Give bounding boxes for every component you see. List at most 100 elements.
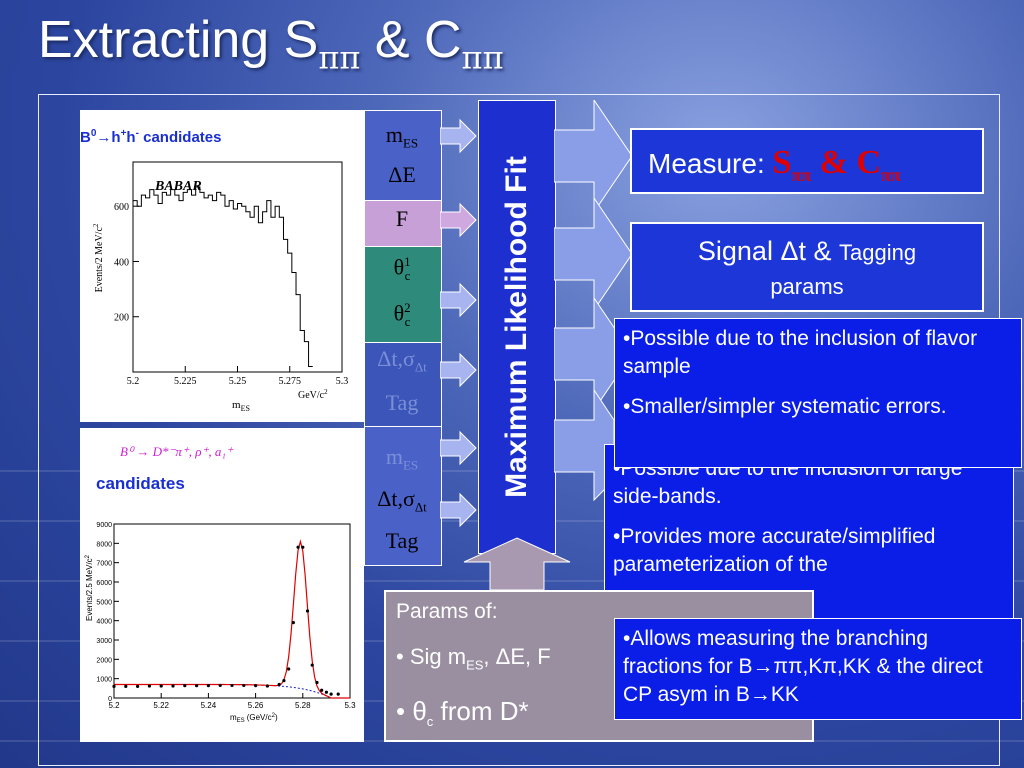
data-point xyxy=(230,683,234,688)
data-point xyxy=(315,680,319,685)
x-axis-label: mES (GeV/c2) xyxy=(230,713,278,724)
arrow-out-1 xyxy=(554,100,633,214)
note-flavor-2: •Smaller/simpler systematic errors. xyxy=(623,395,947,418)
signal-line1: Signal Δt & Tagging xyxy=(697,236,917,266)
var-theta1: θ1c xyxy=(393,254,411,283)
x-tick-label: 5.26 xyxy=(248,701,264,710)
data-point xyxy=(282,679,286,683)
x-tick-label: 5.25 xyxy=(229,376,247,387)
data-point xyxy=(254,684,258,688)
x-axis-unit-sup: 2 xyxy=(324,388,328,396)
x-tick-label: 5.2 xyxy=(127,376,140,387)
note-branching-text: •Allows measuring the branching fraction… xyxy=(623,627,983,706)
data-point xyxy=(336,692,340,696)
y-tick-label: 600 xyxy=(114,202,129,213)
x-axis-label-sub: ES xyxy=(237,718,245,724)
data-point xyxy=(136,684,140,688)
data-point xyxy=(291,621,295,625)
x-tick-label: 5.3 xyxy=(336,376,349,387)
x-axis-unit-sup: 2 xyxy=(272,713,276,719)
data-point xyxy=(159,684,163,688)
arrow-out-2 xyxy=(554,196,633,312)
note-flavor: •Possible due to the inclusion of flavor… xyxy=(614,318,1022,468)
var-theta2: θ2c xyxy=(393,300,411,329)
y-tick-label: 2000 xyxy=(96,657,112,664)
y-axis-label-sup: 2 xyxy=(92,223,100,227)
bottom-plot-panel: B⁰ → D*⁻π⁺, ρ⁺, a₁⁺ candidates 5.2 5.22 5.… xyxy=(80,428,364,742)
params-up-arrow xyxy=(463,537,571,591)
arrow-in-3 xyxy=(440,282,477,318)
note-sideband-2: •Provides more accurate/simplified param… xyxy=(613,525,936,576)
signal-params-box: Signal Δt & Tagging params xyxy=(630,222,984,312)
y-tick-label: 200 xyxy=(114,313,129,324)
y-tick-label: 7000 xyxy=(96,561,112,568)
var-dt-top: Δt,σΔt xyxy=(377,346,427,375)
var-dt-bottom: Δt,σΔt xyxy=(377,486,427,515)
title-main: Extracting S xyxy=(38,11,319,69)
y-axis-label: Events/2.5 MeV/c2 xyxy=(85,554,94,621)
x-tick-label: 5.2 xyxy=(108,701,120,710)
y-tick-label: 6000 xyxy=(96,580,112,587)
measure-label: Measure: xyxy=(648,148,773,179)
params-heading: Params of: xyxy=(396,600,498,623)
var-box-fisher xyxy=(364,200,442,248)
data-point xyxy=(320,688,324,692)
var-deltaE: ΔE xyxy=(388,162,416,187)
y-tick-label: 0 xyxy=(108,696,112,703)
arrow-in-2 xyxy=(440,202,477,238)
measure-box: Measure: Sππ & Cππ xyxy=(630,128,984,194)
var-tag-top: Tag xyxy=(385,390,419,415)
fit-curve xyxy=(114,539,350,699)
y-tick-label: 1000 xyxy=(96,677,112,684)
arrow-in-6 xyxy=(440,492,477,528)
data-point xyxy=(277,682,281,687)
x-axis-unit: (GeV/c xyxy=(247,713,272,722)
arrow-in-1 xyxy=(440,118,477,154)
var-box-kinematic xyxy=(364,110,442,202)
data-point xyxy=(147,684,151,688)
y-tick-label: 400 xyxy=(114,257,129,268)
var-mes-bottom: mES xyxy=(385,444,419,473)
x-axis-unit-close: ) xyxy=(275,713,278,722)
title-amp: & C xyxy=(360,11,462,69)
data-point xyxy=(301,545,305,549)
arrow-in-5 xyxy=(440,430,477,466)
title-sub-c: ππ xyxy=(461,38,504,77)
var-fisher: F xyxy=(395,206,409,231)
data-point xyxy=(324,690,328,694)
hist-bars xyxy=(132,186,313,372)
x-axis-label-sub: ES xyxy=(241,404,250,413)
data-point xyxy=(287,667,291,671)
x-tick-label: 5.28 xyxy=(295,701,311,710)
data-point xyxy=(265,684,269,688)
title-sub-s: ππ xyxy=(318,38,361,77)
data-point xyxy=(195,684,199,688)
data-point xyxy=(305,609,310,613)
y-tick-label: 4000 xyxy=(96,619,112,626)
y-tick-label: 9000 xyxy=(96,522,112,529)
signal-line2: params xyxy=(770,274,844,299)
x-tick-label: 5.275 xyxy=(279,376,302,387)
x-axis-label: mES xyxy=(232,399,250,413)
chart-title-babar: BABAR xyxy=(154,179,202,194)
data-point xyxy=(183,684,187,688)
var-mes-top: mES xyxy=(385,122,419,151)
top-histogram: 5.2 5.225 5.25 5.275 5.3 200 400 600 BABAR mES GeV… xyxy=(92,161,349,413)
data-point xyxy=(242,683,246,688)
ml-fit-label: Maximum Likelihood Fit xyxy=(500,156,533,498)
x-axis-unit: GeV/c2 xyxy=(298,388,328,401)
x-tick-label: 5.24 xyxy=(201,701,217,710)
note-branching: •Allows measuring the branching fraction… xyxy=(614,618,1022,720)
data-point xyxy=(329,692,333,696)
measure-s: Sππ & Cππ xyxy=(772,144,901,185)
data-point xyxy=(124,684,128,688)
top-candidates-label: B0→h+h- candidates xyxy=(80,128,222,146)
y-tick-label: 8000 xyxy=(96,541,112,548)
bottom-scatter-plot: 5.2 5.22 5.24 5.26 5.28 5.3 0 1000 2000 3000 4000 5… xyxy=(85,522,356,724)
data-point xyxy=(310,663,314,667)
bottom-candidates-label: candidates xyxy=(96,474,185,493)
params-line1: • Sig mES, ΔE, F xyxy=(396,644,551,673)
var-box-bottom xyxy=(364,426,442,566)
params-line2: • θc from D* xyxy=(396,696,529,730)
output-arrows xyxy=(554,100,633,502)
